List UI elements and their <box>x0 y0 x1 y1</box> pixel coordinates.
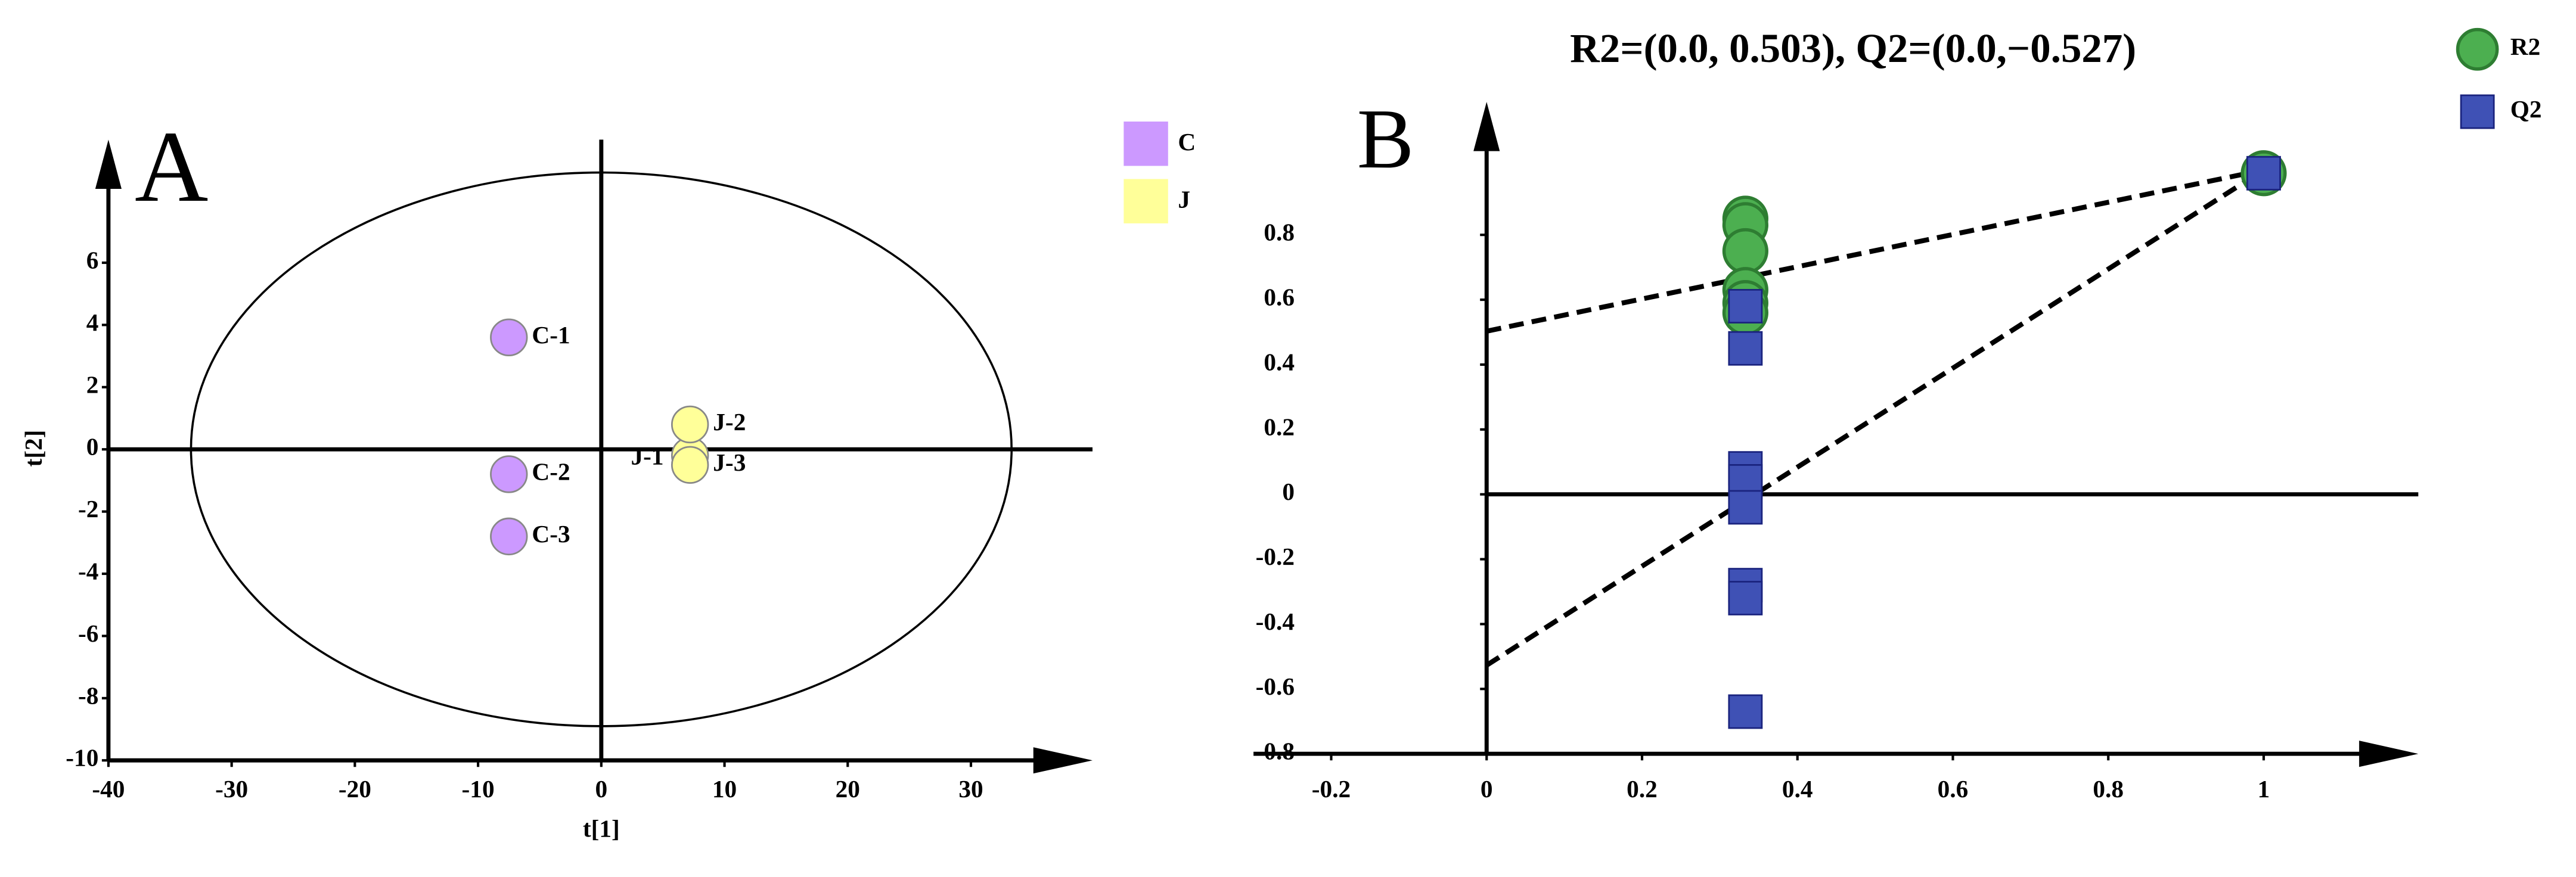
legend-marker <box>2460 94 2495 129</box>
point <box>671 405 709 444</box>
point-label: C-3 <box>532 520 570 548</box>
axis-arrow <box>2359 741 2419 767</box>
y-tick-label: 0.8 <box>1264 219 1295 246</box>
point <box>490 517 528 556</box>
x-tick-label: 0 <box>595 775 607 803</box>
y-tick-label: -6 <box>78 620 98 647</box>
y-tick-label: -0.4 <box>1256 608 1295 635</box>
y-tick-label: 4 <box>86 309 99 336</box>
point <box>1722 228 1768 275</box>
legend-marker <box>1123 122 1168 166</box>
y-tick-label: 0 <box>1282 478 1295 505</box>
y-tick-label: -4 <box>78 558 98 585</box>
legend-label: Q2 <box>2510 95 2542 123</box>
axis-arrow <box>1473 101 1500 151</box>
point-label: J-2 <box>713 408 746 436</box>
point <box>1728 694 1763 729</box>
y-tick-label: 0 <box>86 433 99 461</box>
x-tick-label: -0.2 <box>1312 775 1351 803</box>
y-tick-label: 0.4 <box>1264 348 1295 375</box>
x-tick-label: 20 <box>836 775 860 803</box>
x-tick-label: 0 <box>1481 775 1493 803</box>
y-tick-label: -0.6 <box>1256 673 1295 700</box>
x-tick-label: 0.4 <box>1782 775 1813 803</box>
regression-line <box>1486 167 2264 334</box>
axis-arrow <box>1033 747 1093 774</box>
point <box>1728 289 1763 324</box>
y-tick-label: -8 <box>78 682 98 709</box>
point <box>1728 331 1763 366</box>
y-tick-label: 0.2 <box>1264 413 1295 440</box>
point <box>490 455 528 493</box>
point <box>1728 580 1763 615</box>
x-tick-label: 30 <box>958 775 983 803</box>
point-label: J-1 <box>631 443 663 470</box>
legend-marker <box>1123 179 1168 223</box>
x-tick-label: 0.6 <box>1938 775 1969 803</box>
x-tick-label: 10 <box>712 775 737 803</box>
y-tick-label: 2 <box>86 371 99 398</box>
legend-label: J <box>1178 186 1190 213</box>
chart-title: R2=(0.0, 0.503), Q2=(0.0,−0.527) <box>1570 26 2136 71</box>
x-tick-label: -20 <box>339 775 371 803</box>
legend-marker <box>2456 27 2499 71</box>
x-tick-label: 0.8 <box>2093 775 2124 803</box>
x-tick-label: 1 <box>2258 775 2270 803</box>
point-label: J-3 <box>713 449 746 476</box>
legend-label: C <box>1178 128 1196 156</box>
y-tick-label: 0.6 <box>1264 284 1295 311</box>
y-tick-label: -0.8 <box>1256 738 1295 765</box>
point-label: C-2 <box>532 458 570 485</box>
x-tick-label: 0.2 <box>1627 775 1658 803</box>
x-axis-title: t[1] <box>583 814 620 842</box>
x-tick-label: -40 <box>92 775 125 803</box>
y-tick-label: -10 <box>66 744 98 772</box>
y-tick-label: 6 <box>86 246 99 273</box>
regression-line <box>1485 167 2265 668</box>
y-axis-title: t[2] <box>20 430 47 467</box>
y-tick-label: -0.2 <box>1256 543 1295 570</box>
y-tick-label: -2 <box>78 495 98 523</box>
axis-arrow <box>95 139 122 189</box>
x-tick-label: -30 <box>215 775 248 803</box>
point <box>490 318 528 356</box>
panel-label: A <box>135 110 208 223</box>
confidence-ellipse <box>190 171 1013 727</box>
legend-label: R2 <box>2510 33 2541 60</box>
panel-label: B <box>1357 92 1414 186</box>
x-tick-label: -10 <box>462 775 495 803</box>
point <box>1728 490 1763 525</box>
point-label: C-1 <box>532 321 570 349</box>
point <box>2246 156 2281 191</box>
point <box>671 446 709 484</box>
